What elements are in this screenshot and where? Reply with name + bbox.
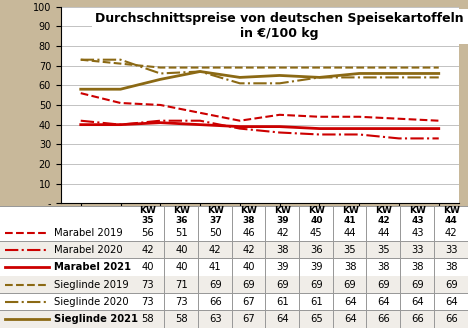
Bar xyxy=(333,207,334,328)
Text: 36: 36 xyxy=(310,245,322,255)
Text: 69: 69 xyxy=(276,280,289,290)
Bar xyxy=(0,293,468,311)
Text: 69: 69 xyxy=(310,280,323,290)
Text: 45: 45 xyxy=(310,228,322,238)
Text: 58: 58 xyxy=(176,314,188,324)
Text: 44: 44 xyxy=(344,228,356,238)
Text: 66: 66 xyxy=(377,314,390,324)
Text: 38: 38 xyxy=(344,262,356,272)
Text: 58: 58 xyxy=(142,314,154,324)
Text: 64: 64 xyxy=(445,297,457,307)
Text: 43: 43 xyxy=(411,228,424,238)
Bar xyxy=(0,258,468,259)
Text: KW
43: KW 43 xyxy=(409,206,426,225)
Text: 35: 35 xyxy=(344,245,356,255)
Bar xyxy=(232,207,233,328)
Text: 64: 64 xyxy=(344,314,356,324)
Bar xyxy=(0,311,468,328)
Bar xyxy=(0,224,468,241)
Text: Sieglinde 2020: Sieglinde 2020 xyxy=(54,297,128,307)
Text: 56: 56 xyxy=(141,228,154,238)
Bar xyxy=(299,207,300,328)
Text: 38: 38 xyxy=(378,262,390,272)
Text: 69: 69 xyxy=(209,280,222,290)
Text: 42: 42 xyxy=(209,245,221,255)
Bar xyxy=(198,207,199,328)
Bar xyxy=(0,276,468,277)
Bar xyxy=(0,293,468,294)
Text: 64: 64 xyxy=(378,297,390,307)
Text: KW
36: KW 36 xyxy=(173,206,190,225)
Bar xyxy=(0,241,468,259)
Bar xyxy=(0,206,468,207)
Text: 39: 39 xyxy=(277,262,289,272)
Text: 51: 51 xyxy=(175,228,188,238)
Text: 71: 71 xyxy=(175,280,188,290)
Bar xyxy=(366,207,367,328)
Bar xyxy=(265,207,266,328)
Text: 66: 66 xyxy=(411,314,424,324)
Text: 69: 69 xyxy=(411,280,424,290)
Bar xyxy=(434,207,435,328)
Bar xyxy=(0,276,468,293)
Text: 69: 69 xyxy=(377,280,390,290)
Text: KW
42: KW 42 xyxy=(375,206,392,225)
Text: 44: 44 xyxy=(378,228,390,238)
Text: 69: 69 xyxy=(445,280,458,290)
Text: 69: 69 xyxy=(242,280,256,290)
Text: 35: 35 xyxy=(378,245,390,255)
Text: 33: 33 xyxy=(411,245,424,255)
Text: KW
41: KW 41 xyxy=(342,206,358,225)
Text: 66: 66 xyxy=(209,297,222,307)
Text: 67: 67 xyxy=(242,314,256,324)
Text: 64: 64 xyxy=(344,297,356,307)
Text: Marabel 2021: Marabel 2021 xyxy=(54,262,131,272)
Text: 61: 61 xyxy=(276,297,289,307)
Text: Durchschnittspreise von deutschen Speisekartoffeln
in €/100 kg: Durchschnittspreise von deutschen Speise… xyxy=(95,12,464,40)
Text: 40: 40 xyxy=(243,262,255,272)
Text: 63: 63 xyxy=(209,314,221,324)
Text: Marabel 2019: Marabel 2019 xyxy=(54,228,123,238)
Text: 73: 73 xyxy=(142,280,154,290)
Text: Sieglinde 2021: Sieglinde 2021 xyxy=(54,314,138,324)
Bar xyxy=(0,259,468,276)
Text: 50: 50 xyxy=(209,228,221,238)
Text: 65: 65 xyxy=(310,314,323,324)
Bar xyxy=(0,310,468,311)
Text: KW
37: KW 37 xyxy=(207,206,224,225)
Text: 38: 38 xyxy=(445,262,457,272)
Text: 40: 40 xyxy=(142,262,154,272)
Text: KW
44: KW 44 xyxy=(443,206,460,225)
Bar xyxy=(164,207,165,328)
Text: 64: 64 xyxy=(277,314,289,324)
Text: 67: 67 xyxy=(242,297,256,307)
Text: KW
35: KW 35 xyxy=(139,206,156,225)
Text: KW
38: KW 38 xyxy=(241,206,257,225)
Text: 69: 69 xyxy=(344,280,357,290)
Text: 46: 46 xyxy=(243,228,255,238)
Text: KW
39: KW 39 xyxy=(274,206,291,225)
Text: 33: 33 xyxy=(445,245,457,255)
Text: 61: 61 xyxy=(310,297,323,307)
Text: 64: 64 xyxy=(411,297,424,307)
Bar xyxy=(400,207,401,328)
Text: 39: 39 xyxy=(310,262,322,272)
Bar xyxy=(0,207,468,224)
Text: 38: 38 xyxy=(411,262,424,272)
Text: 66: 66 xyxy=(445,314,458,324)
Text: 42: 42 xyxy=(142,245,154,255)
Text: 40: 40 xyxy=(176,245,188,255)
Text: 42: 42 xyxy=(277,228,289,238)
Text: 42: 42 xyxy=(243,245,255,255)
Text: KW
40: KW 40 xyxy=(308,206,325,225)
Text: 38: 38 xyxy=(277,245,289,255)
Text: Marabel 2020: Marabel 2020 xyxy=(54,245,123,255)
Text: 73: 73 xyxy=(176,297,188,307)
Bar xyxy=(0,241,468,242)
Text: 41: 41 xyxy=(209,262,221,272)
Text: 42: 42 xyxy=(445,228,457,238)
Text: Sieglinde 2019: Sieglinde 2019 xyxy=(54,280,129,290)
Text: 40: 40 xyxy=(176,262,188,272)
Text: 73: 73 xyxy=(142,297,154,307)
